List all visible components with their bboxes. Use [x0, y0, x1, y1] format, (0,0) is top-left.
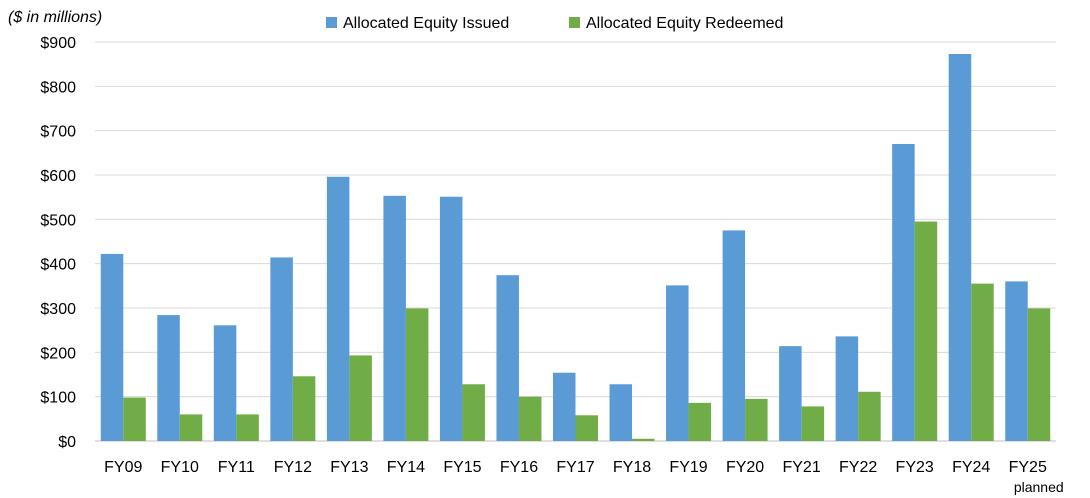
bar-redeemed-fy19 [688, 402, 712, 441]
bar-issued-fy25 [1005, 281, 1028, 441]
x-tick-label: FY22 [839, 459, 877, 476]
y-tick-label: $0 [58, 434, 76, 451]
x-tick-label: FY17 [556, 459, 594, 476]
bar-issued-fy18 [609, 384, 633, 441]
bar-issued-fy15 [439, 196, 463, 441]
y-axis-tick-labels: $0 $100 $200 $300 $400 $500 $600 $700 $800 $900 [40, 35, 76, 451]
legend: Allocated Equity Issued Allocated Equity … [326, 15, 783, 32]
bar-issued-fy10 [157, 315, 180, 441]
bar-issued-fy24 [948, 53, 972, 441]
y-tick-label: $300 [40, 301, 76, 318]
y-tick-label: $600 [40, 168, 76, 185]
legend-label-redeemed: Allocated Equity Redeemed [586, 15, 783, 32]
x-tick-label: FY14 [387, 459, 425, 476]
bar-issued-fy09 [100, 253, 124, 441]
x-tick-label: FY18 [613, 459, 651, 476]
x-tick-label: FY25 [1009, 459, 1047, 476]
x-tick-label: FY13 [330, 459, 368, 476]
bar-issued-fy23 [892, 143, 915, 441]
bar-issued-fy19 [666, 285, 689, 441]
x-tick-label: FY15 [443, 459, 481, 476]
y-tick-label: $500 [40, 212, 76, 229]
bar-redeemed-fy10 [179, 414, 203, 441]
x-tick-sublabel: planned [1014, 479, 1064, 495]
bars [100, 53, 1051, 442]
bar-issued-fy12 [270, 257, 293, 441]
legend-swatch-issued [326, 17, 337, 28]
y-tick-label: $900 [40, 35, 76, 52]
bar-issued-fy11 [213, 325, 237, 441]
bar-issued-fy16 [496, 275, 519, 441]
bar-redeemed-fy23 [914, 221, 938, 441]
bar-redeemed-fy25 [1027, 308, 1051, 441]
bar-issued-fy17 [553, 372, 576, 441]
bar-redeemed-fy16 [518, 396, 542, 441]
bar-redeemed-fy11 [236, 414, 259, 441]
x-tick-label: FY09 [104, 459, 142, 476]
y-tick-label: $700 [40, 124, 76, 141]
x-tick-label: FY21 [782, 459, 820, 476]
unit-label: ($ in millions) [8, 9, 102, 26]
x-tick-label: FY20 [726, 459, 764, 476]
y-tick-label: $800 [40, 79, 76, 96]
bar-redeemed-fy15 [462, 384, 485, 441]
bar-redeemed-fy14 [405, 308, 429, 441]
bar-redeemed-fy09 [123, 397, 146, 441]
legend-label-issued: Allocated Equity Issued [343, 15, 509, 32]
y-tick-label: $200 [40, 345, 76, 362]
bar-redeemed-fy17 [575, 415, 598, 441]
bar-redeemed-fy22 [858, 391, 881, 441]
bar-redeemed-fy18 [632, 438, 655, 441]
x-tick-label: FY19 [669, 459, 707, 476]
x-tick-label: FY10 [161, 459, 199, 476]
bar-issued-fy13 [326, 176, 350, 442]
bar-issued-fy22 [835, 336, 859, 441]
bar-redeemed-fy12 [292, 376, 316, 441]
bar-issued-fy21 [779, 346, 802, 441]
y-tick-label: $400 [40, 257, 76, 274]
bar-issued-fy20 [722, 230, 746, 441]
legend-swatch-redeemed [569, 17, 580, 28]
x-axis-tick-labels: FY09 FY10 FY11 FY12 FY13 FY14 FY15 FY16 FY17 FY18… [104, 459, 1064, 495]
bar-redeemed-fy24 [971, 283, 994, 441]
gridlines [95, 41, 1056, 442]
y-tick-label: $100 [40, 390, 76, 407]
x-tick-label: FY16 [500, 459, 538, 476]
bar-issued-fy14 [383, 195, 406, 441]
x-tick-label: FY12 [274, 459, 312, 476]
x-tick-label: FY11 [218, 459, 255, 476]
bar-redeemed-fy13 [349, 355, 372, 441]
x-tick-label: FY23 [896, 459, 934, 476]
bar-redeemed-fy21 [801, 406, 825, 441]
x-tick-label: FY24 [952, 459, 990, 476]
bar-redeemed-fy20 [745, 398, 768, 441]
